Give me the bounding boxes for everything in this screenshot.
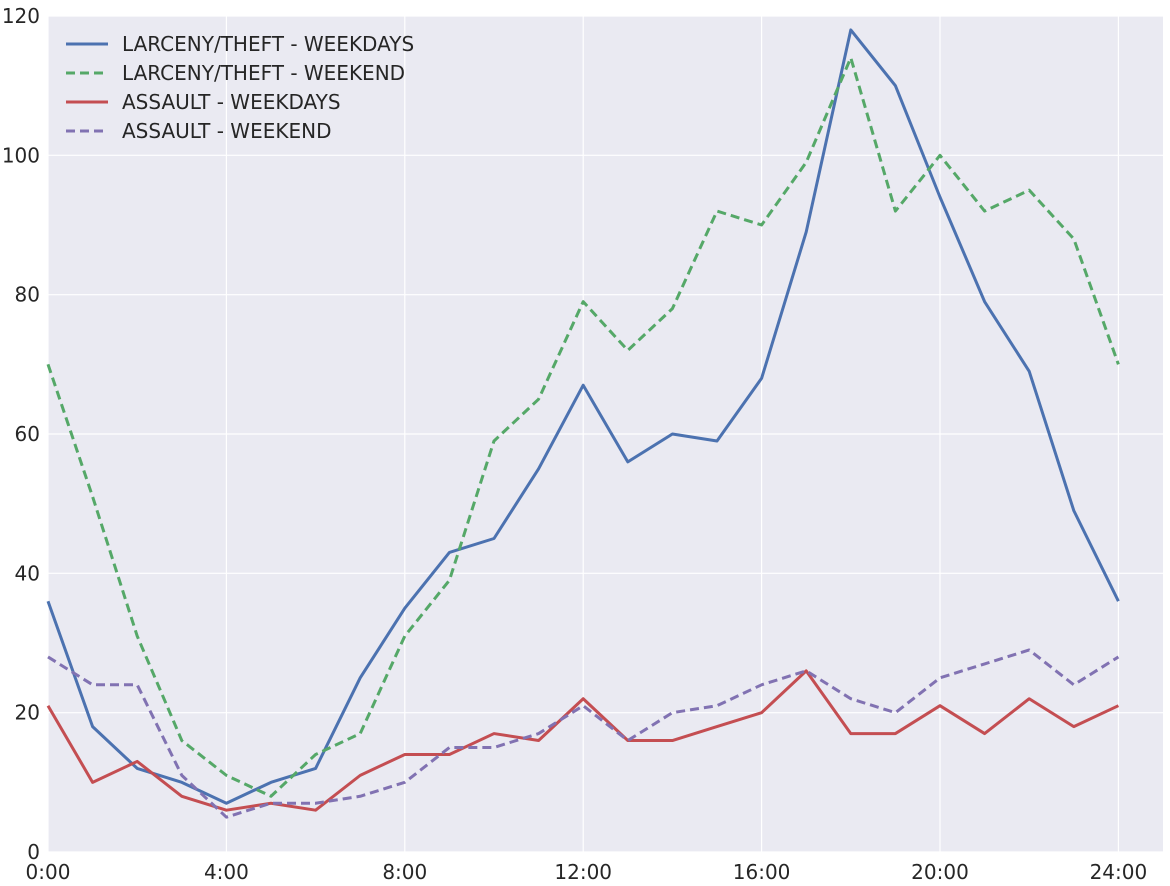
y-tick-label: 100 [2, 143, 40, 167]
legend: LARCENY/THEFT - WEEKDAYS LARCENY/THEFT - … [66, 32, 414, 143]
legend-label: LARCENY/THEFT - WEEKEND [122, 61, 405, 85]
series-line-1 [46, 28, 1120, 805]
x-tick-label: 12:00 [554, 860, 612, 884]
x-tick-label: 8:00 [382, 860, 427, 884]
x-axis-ticks: 0:00 4:00 8:00 12:00 16:00 20:00 24:00 [26, 860, 1148, 884]
y-tick-label: 80 [15, 283, 40, 307]
y-tick-label: 20 [15, 701, 40, 725]
gridlines [47, 15, 1163, 853]
y-axis-ticks: 0 20 40 60 80 100 120 [2, 4, 40, 864]
y-tick-label: 40 [15, 561, 40, 585]
series-lines [46, 28, 1120, 819]
y-tick-label: 60 [15, 422, 40, 446]
x-tick-label: 0:00 [26, 860, 71, 884]
x-tick-label: 16:00 [733, 860, 791, 884]
series-line-2 [46, 56, 1120, 798]
series-line-4 [47, 648, 1120, 819]
x-tick-label: 4:00 [204, 860, 249, 884]
legend-label: ASSAULT - WEEKDAYS [122, 90, 341, 114]
y-tick-label: 120 [2, 4, 40, 28]
legend-label: LARCENY/THEFT - WEEKDAYS [122, 32, 414, 56]
x-tick-label: 24:00 [1090, 860, 1148, 884]
y-tick-label: 0 [27, 840, 40, 864]
series-line-3 [46, 669, 1120, 812]
legend-label: ASSAULT - WEEKEND [122, 119, 331, 143]
x-tick-label: 20:00 [911, 860, 969, 884]
